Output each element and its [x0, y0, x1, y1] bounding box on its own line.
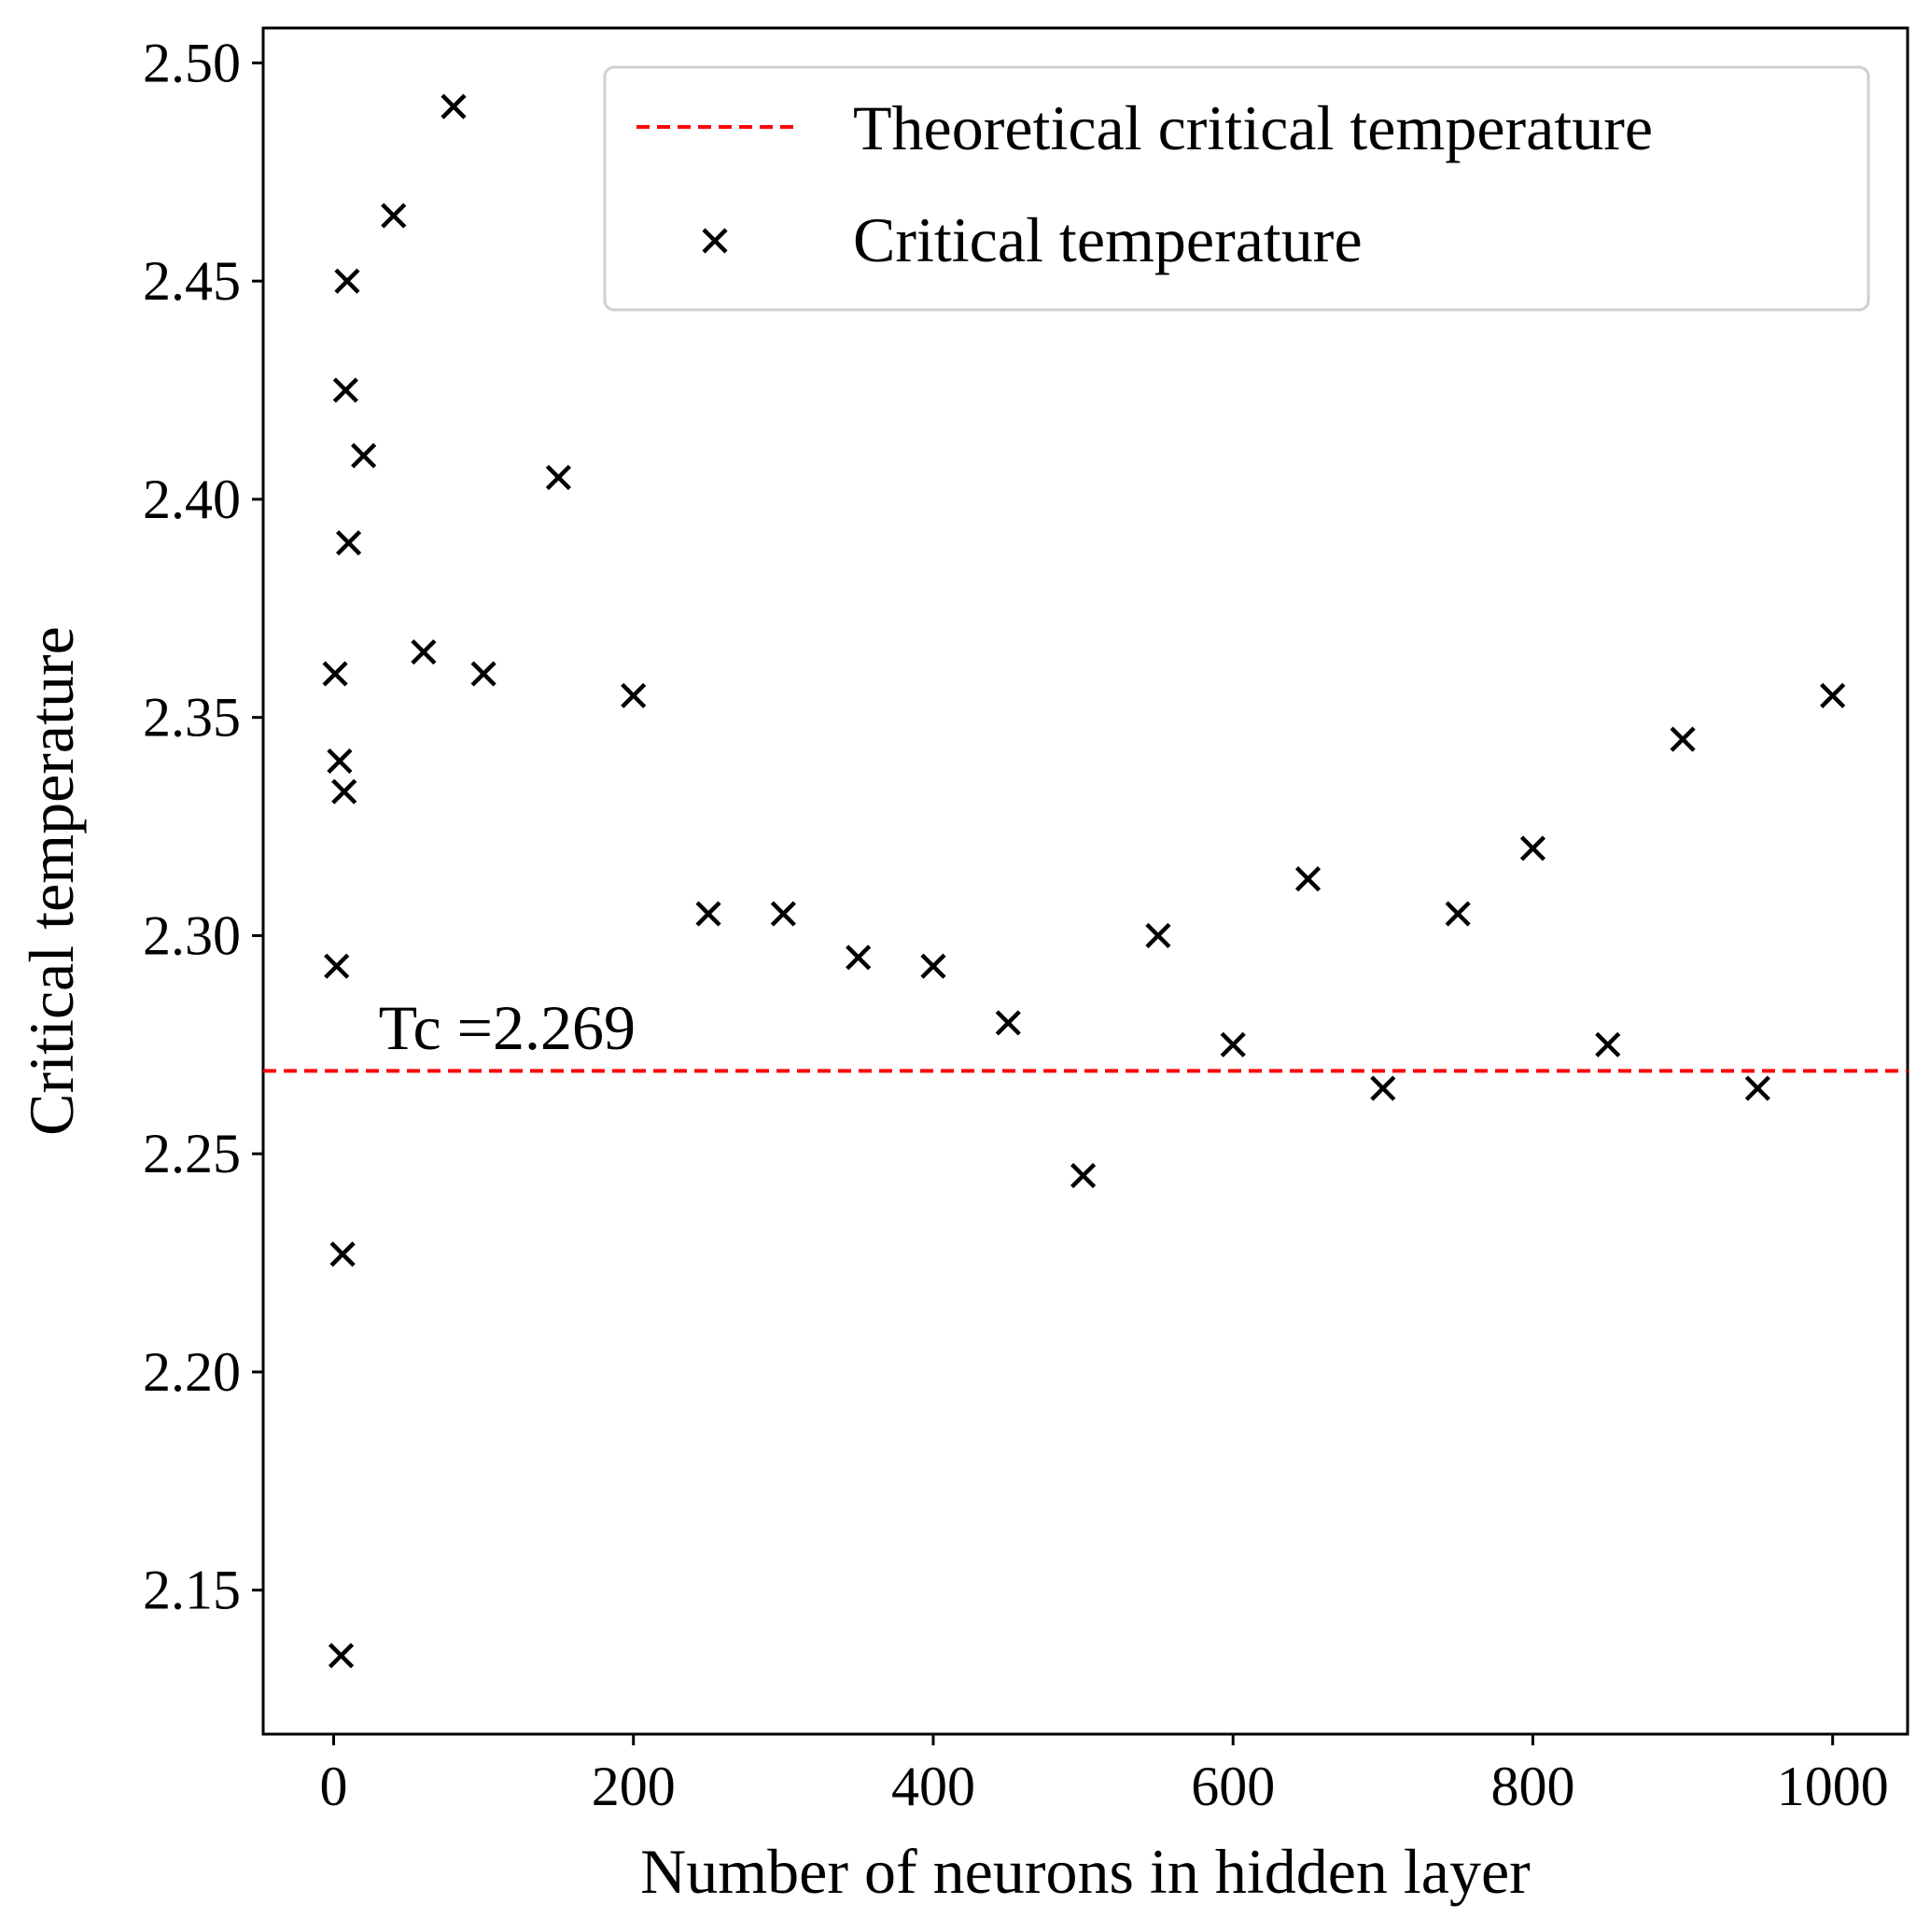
y-tick-label: 2.20	[143, 1341, 241, 1403]
data-point	[1519, 835, 1546, 861]
data-point	[846, 945, 872, 971]
legend: Theoretical critical temperature Critica…	[603, 65, 1870, 312]
data-point	[1595, 1031, 1621, 1057]
data-point	[1294, 866, 1322, 892]
x-tick-label: 0	[319, 1756, 347, 1817]
x-tick-label: 1000	[1777, 1756, 1889, 1817]
y-axis-label: Critical temperature	[16, 626, 87, 1136]
data-point	[695, 901, 721, 927]
data-point	[441, 93, 467, 119]
x-tick-label: 800	[1490, 1756, 1574, 1817]
data-point	[621, 682, 647, 708]
data-point	[334, 268, 360, 294]
data-point	[1070, 1162, 1097, 1189]
data-point	[545, 464, 572, 491]
data-point	[1445, 901, 1471, 927]
x-axis-ticks: 0 200 400 600 800 1000	[319, 1734, 1889, 1817]
legend-box	[603, 65, 1870, 312]
y-tick-label: 2.45	[143, 250, 241, 312]
data-points-layer	[322, 93, 1846, 1669]
legend-series-label: Critical temperature	[853, 204, 1363, 275]
data-point	[1370, 1075, 1396, 1101]
data-point	[995, 1010, 1021, 1036]
x-axis-label: Number of neurons in hidden layer	[640, 1836, 1531, 1907]
data-point	[328, 1643, 355, 1669]
legend-reference-line-label: Theoretical critical temperature	[853, 92, 1653, 163]
data-point	[327, 748, 353, 775]
data-point	[1145, 922, 1171, 949]
plot-area	[261, 26, 1909, 1736]
legend-series-marker	[702, 228, 728, 254]
data-point	[331, 778, 357, 805]
data-point	[1220, 1031, 1246, 1057]
data-point	[329, 1241, 356, 1267]
data-point	[1670, 726, 1696, 752]
y-tick-label: 2.50	[143, 32, 241, 93]
data-point	[411, 638, 437, 665]
x-tick-label: 600	[1191, 1756, 1275, 1817]
data-point	[351, 442, 377, 469]
data-point	[381, 203, 407, 229]
tc-annotation: Tc =2.269	[379, 992, 636, 1063]
data-point	[1820, 682, 1846, 708]
y-tick-label: 2.35	[143, 687, 241, 749]
data-point	[332, 377, 358, 403]
x-tick-label: 200	[592, 1756, 676, 1817]
y-tick-label: 2.25	[143, 1123, 241, 1184]
x-tick-label: 400	[891, 1756, 975, 1817]
y-tick-label: 2.15	[143, 1560, 241, 1621]
y-axis-ticks: 2.15 2.20 2.25 2.30 2.35 2.40 2.45 2.50	[143, 32, 263, 1621]
data-point	[1744, 1075, 1770, 1101]
data-point	[470, 661, 496, 687]
data-point	[920, 953, 946, 979]
data-point	[335, 530, 362, 556]
y-tick-label: 2.30	[143, 904, 241, 966]
y-tick-label: 2.40	[143, 469, 241, 530]
data-point	[770, 901, 796, 927]
data-point	[322, 661, 348, 687]
data-point	[324, 953, 350, 979]
